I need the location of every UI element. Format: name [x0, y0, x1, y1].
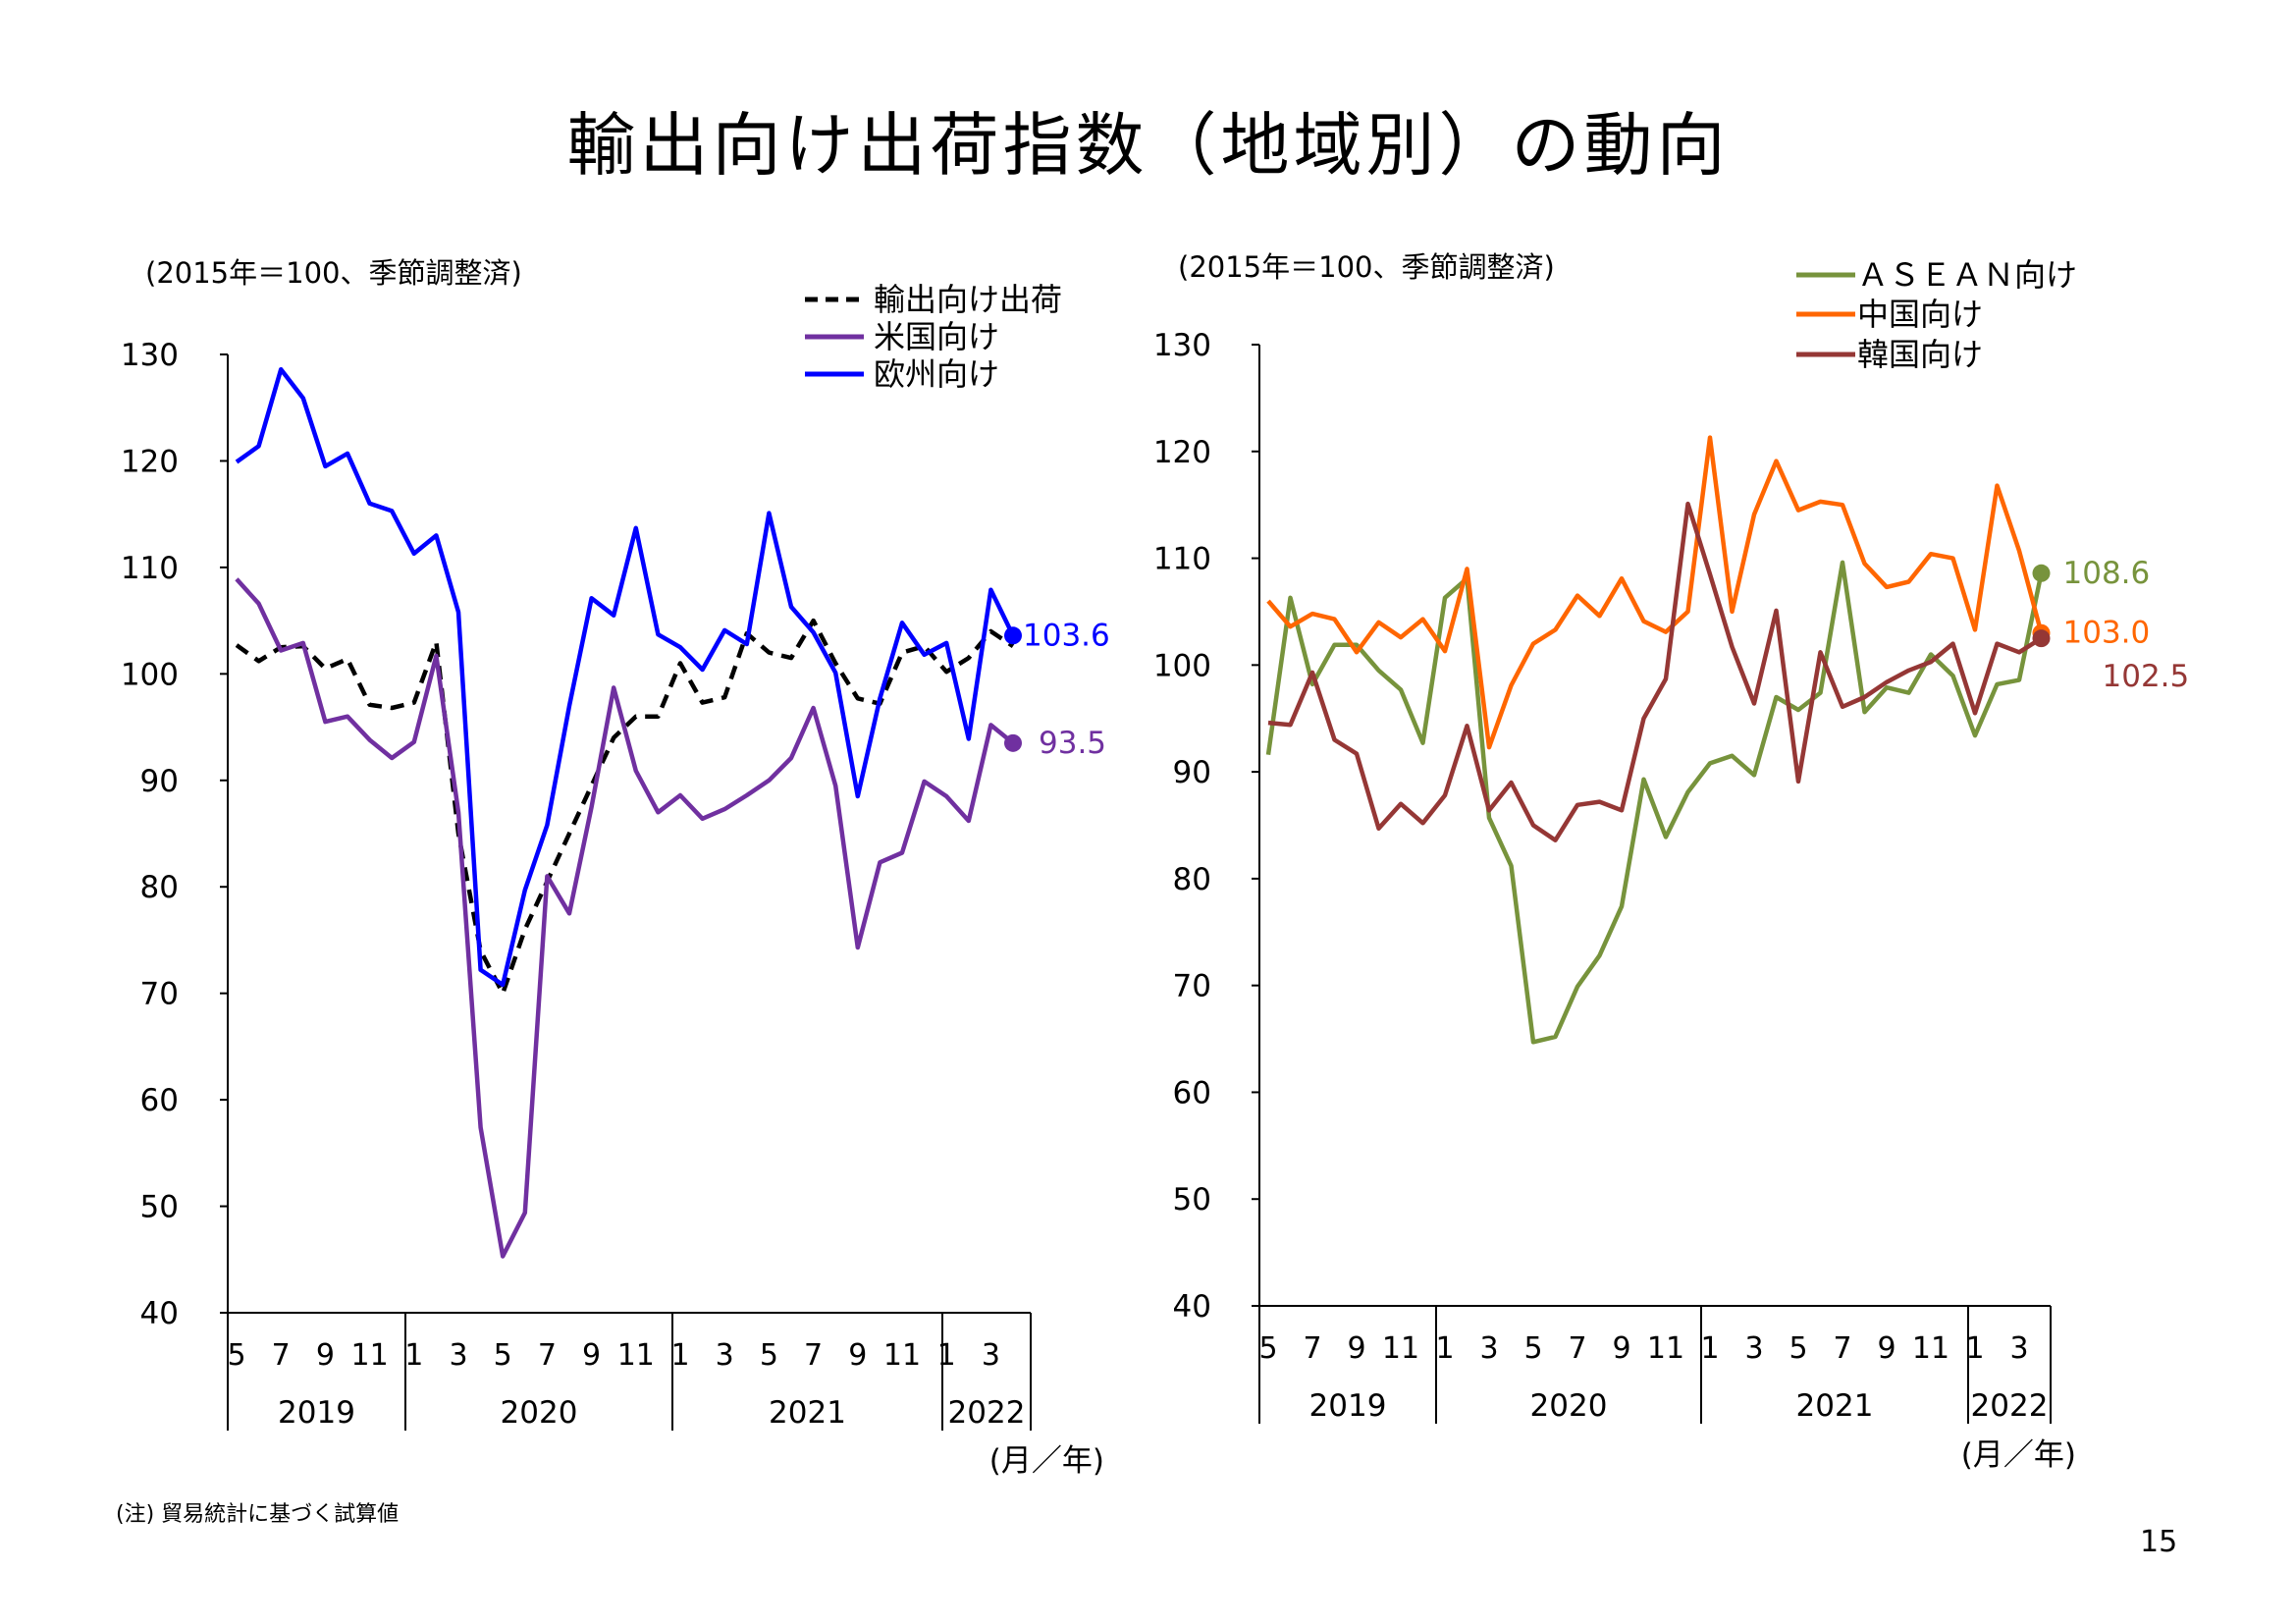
x-tick-label: 7: [1303, 1331, 1321, 1366]
x-tick-label: 11: [617, 1338, 655, 1373]
end-marker: [1004, 626, 1022, 645]
x-tick-label: 7: [272, 1338, 291, 1373]
legend-label: ＡＳＥＡＮ向け: [1857, 256, 2077, 294]
x-tick-label: 11: [1912, 1331, 1949, 1366]
y-tick-label: 130: [1153, 328, 1211, 363]
x-tick-label: 1: [937, 1338, 956, 1373]
x-tick-label: 3: [982, 1338, 1000, 1373]
x-tick-label: 5: [1258, 1331, 1277, 1366]
x-tick-label: 3: [716, 1338, 734, 1373]
x-tick-label: 11: [351, 1338, 389, 1373]
x-tick-label: 5: [760, 1338, 778, 1373]
year-label: 2019: [278, 1395, 355, 1431]
x-unit-label: (月／年): [1961, 1437, 2076, 1473]
x-tick-label: 7: [804, 1338, 823, 1373]
x-tick-label: 3: [1479, 1331, 1498, 1366]
y-tick-label: 50: [1173, 1182, 1211, 1218]
end-value-label: 93.5: [1039, 726, 1106, 761]
legend-label: 輸出向け出荷: [874, 281, 1062, 318]
y-tick-label: 80: [140, 870, 179, 905]
series-line-3: [1267, 501, 2043, 842]
y-tick-label: 60: [140, 1083, 179, 1118]
legend-label: 米国向け: [874, 318, 999, 355]
end-value-label: 103.6: [1023, 618, 1110, 653]
x-unit-label: (月／年): [989, 1443, 1104, 1479]
y-tick-label: 120: [121, 444, 179, 479]
unit-label: (2015年＝100、季節調整済): [1178, 250, 1555, 284]
end-marker: [2032, 629, 2051, 648]
y-tick-label: 90: [140, 764, 179, 799]
y-tick-label: 60: [1173, 1075, 1211, 1110]
x-tick-label: 9: [1612, 1331, 1630, 1366]
page-number: 15: [2140, 1525, 2178, 1559]
x-tick-label: 9: [848, 1338, 867, 1373]
series-line-2: [1266, 435, 2044, 750]
x-tick-label: 9: [1877, 1331, 1896, 1366]
year-label: 2020: [501, 1395, 578, 1431]
x-tick-label: 1: [404, 1338, 423, 1373]
x-tick-label: 3: [449, 1338, 467, 1373]
year-label: 2021: [1796, 1388, 1874, 1424]
x-tick-label: 5: [494, 1338, 512, 1373]
x-tick-label: 9: [316, 1338, 335, 1373]
year-label: 2022: [948, 1395, 1026, 1431]
year-label: 2019: [1309, 1388, 1387, 1424]
y-tick-label: 40: [1173, 1289, 1211, 1325]
series-line-3: [235, 366, 1016, 988]
x-tick-label: 3: [1744, 1331, 1763, 1366]
end-marker: [1004, 733, 1022, 752]
y-tick-label: 70: [1173, 969, 1211, 1004]
y-tick-label: 120: [1153, 435, 1211, 470]
legend-label: 中国向け: [1857, 296, 1983, 333]
y-tick-label: 110: [121, 551, 179, 586]
y-tick-label: 80: [1173, 862, 1211, 897]
series-line-1: [1265, 560, 2044, 1045]
chart-2: (2015年＝100、季節調整済) 130 120 110 100 90 80 70 60 50 4…: [1153, 250, 2189, 1473]
y-tick-label: 110: [1153, 542, 1211, 577]
y-tick-label: 100: [121, 657, 179, 692]
y-tick-label: 100: [1153, 648, 1211, 683]
unit-label: (2015年＝100、季節調整済): [145, 256, 522, 290]
x-tick-label: 7: [1833, 1331, 1851, 1366]
legend-label: 欧州向け: [874, 355, 999, 393]
series-line-2: [235, 577, 1015, 1259]
end-marker: [2032, 564, 2051, 582]
year-label: 2022: [1971, 1388, 2049, 1424]
y-tick-label: 130: [121, 338, 179, 373]
y-tick-label: 40: [140, 1296, 179, 1331]
x-tick-label: 3: [2009, 1331, 2028, 1366]
year-label: 2020: [1530, 1388, 1608, 1424]
x-tick-label: 5: [1523, 1331, 1542, 1366]
end-value-label: 108.6: [2063, 556, 2151, 591]
series-line-1: [235, 618, 1015, 996]
x-tick-label: 1: [670, 1338, 689, 1373]
legend-label: 韓国向け: [1857, 336, 1983, 373]
end-value-label: 103.0: [2063, 616, 2151, 651]
chart-1: (2015年＝100、季節調整済) 130 120 110 100 90 80 70 60 50 4…: [121, 256, 1110, 1479]
footnote: (注) 貿易統計に基づく試算値: [116, 1502, 400, 1527]
x-tick-label: 1: [1435, 1331, 1454, 1366]
x-tick-label: 5: [1789, 1331, 1807, 1366]
x-tick-label: 9: [582, 1338, 601, 1373]
x-tick-label: 1: [1700, 1331, 1719, 1366]
y-tick-label: 50: [140, 1190, 179, 1225]
x-tick-label: 7: [1568, 1331, 1586, 1366]
page-title: 輸出向け出荷指数（地域別）の動向: [566, 105, 1730, 186]
x-tick-label: 5: [227, 1338, 245, 1373]
year-label: 2021: [769, 1395, 846, 1431]
x-tick-label: 11: [1647, 1331, 1684, 1366]
x-tick-label: 7: [538, 1338, 557, 1373]
x-tick-label: 9: [1347, 1331, 1365, 1366]
y-tick-label: 90: [1173, 755, 1211, 790]
x-tick-label: 11: [883, 1338, 921, 1373]
x-tick-label: 1: [1965, 1331, 1984, 1366]
y-tick-label: 70: [140, 977, 179, 1012]
end-value-label: 102.5: [2103, 659, 2190, 694]
x-tick-label: 11: [1382, 1331, 1419, 1366]
